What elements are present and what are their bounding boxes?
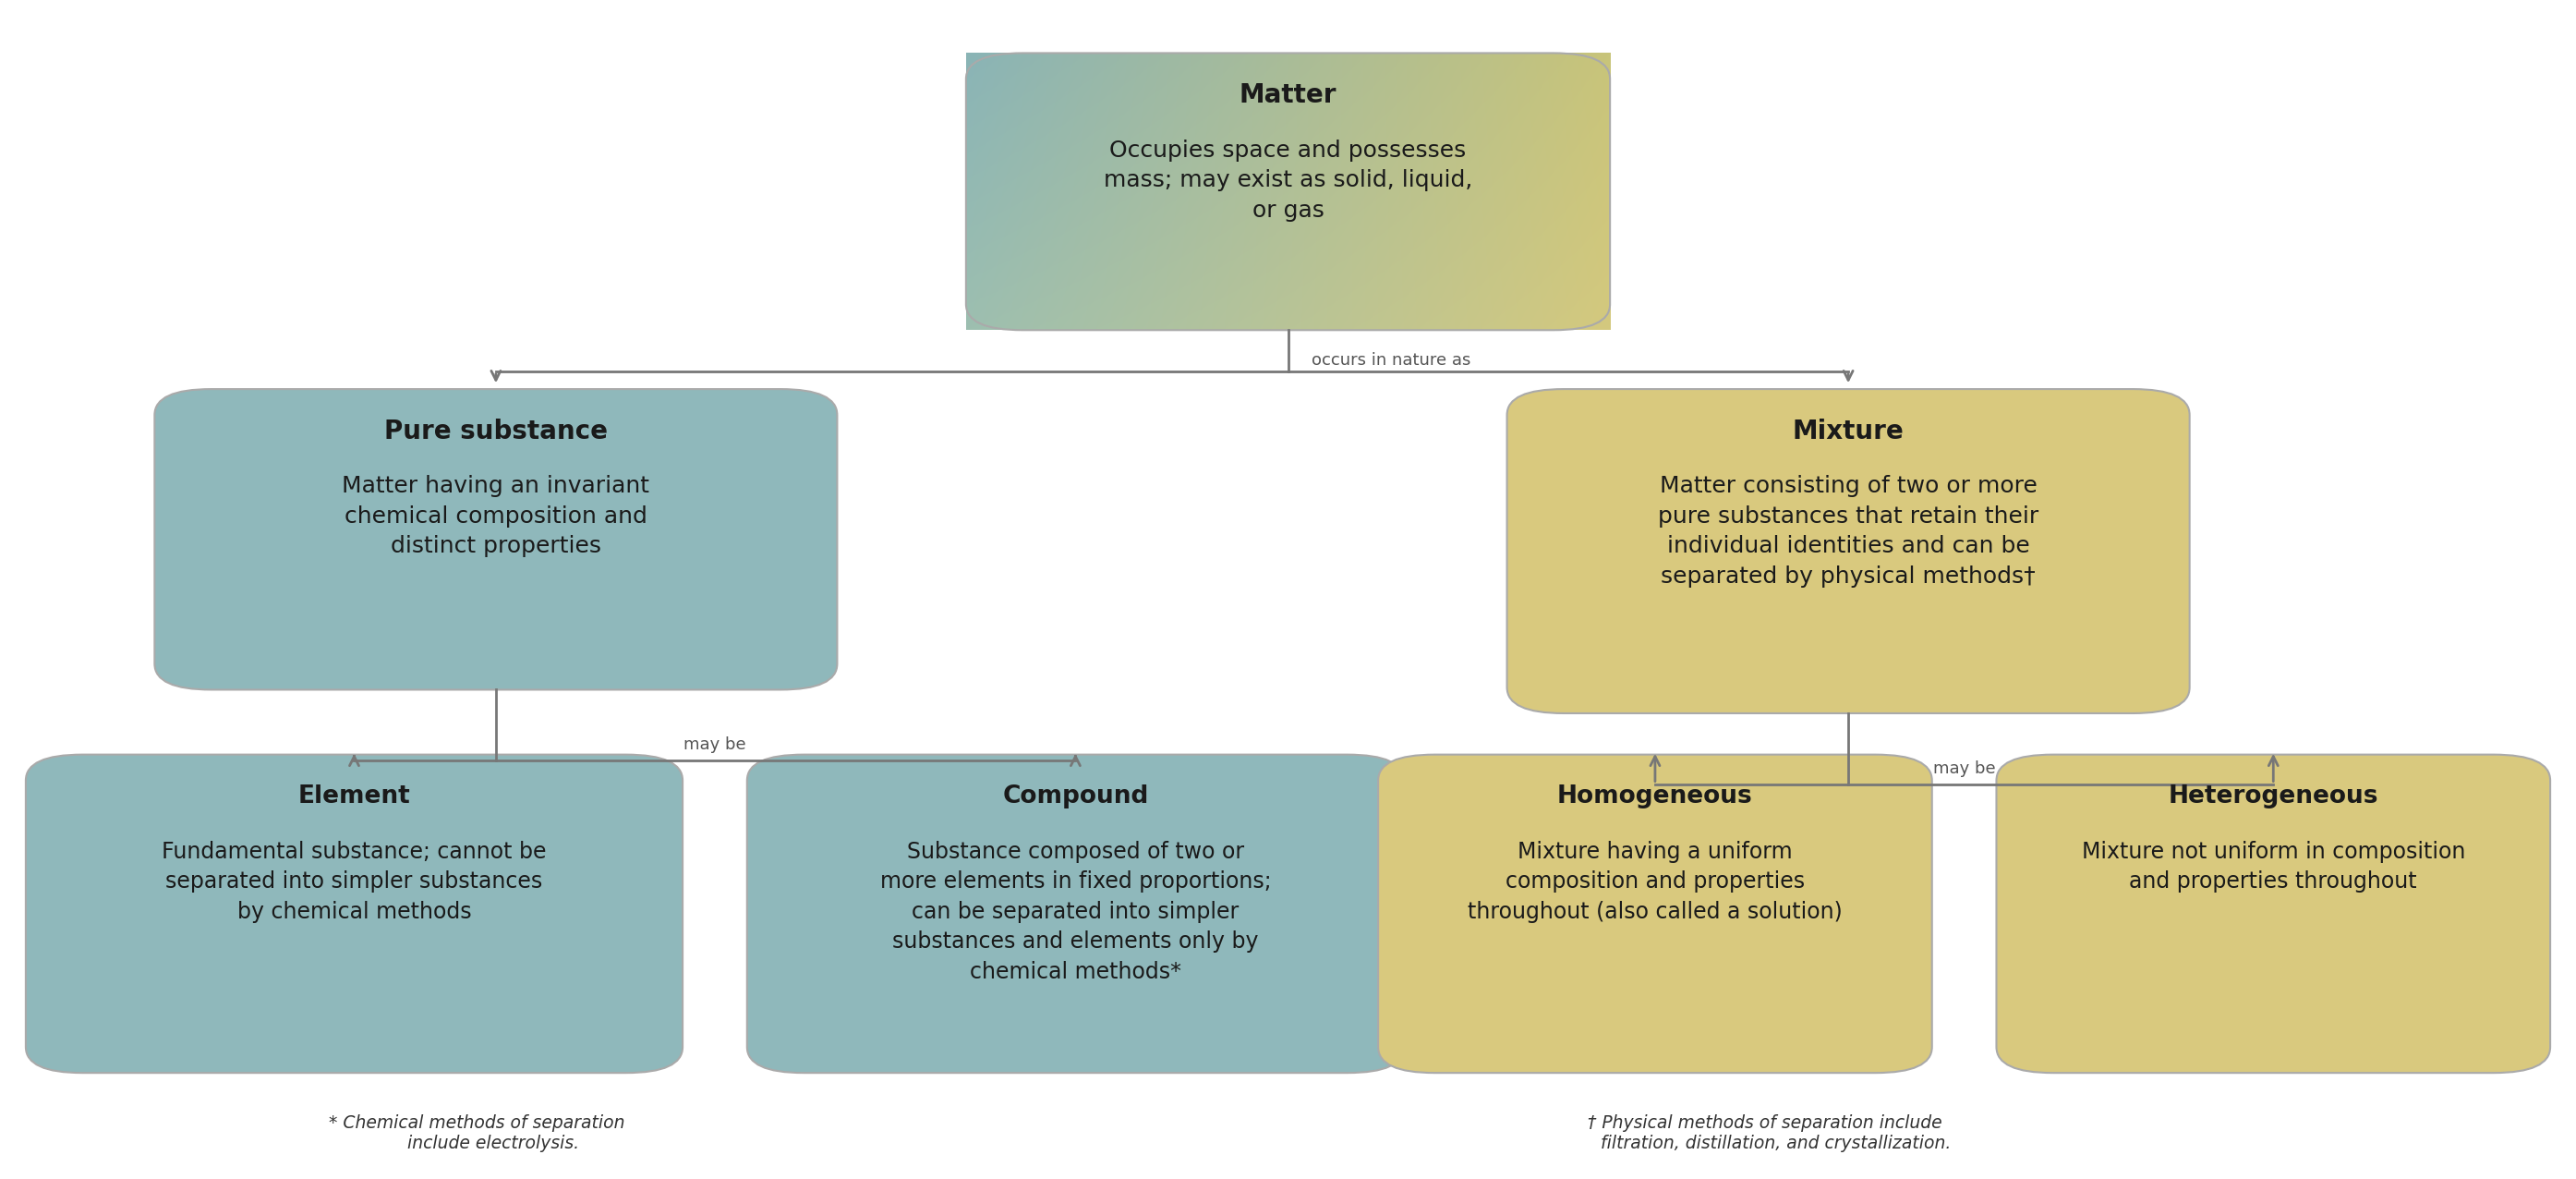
Text: † Physical methods of separation include
    filtration, distillation, and cryst: † Physical methods of separation include… (1579, 1114, 1950, 1152)
Text: Homogeneous: Homogeneous (1558, 784, 1752, 808)
Text: occurs in nature as: occurs in nature as (1311, 353, 1471, 369)
FancyBboxPatch shape (155, 389, 837, 690)
FancyBboxPatch shape (26, 755, 683, 1073)
Text: Matter having an invariant
chemical composition and
distinct properties: Matter having an invariant chemical comp… (343, 475, 649, 558)
Text: Mixture: Mixture (1793, 419, 1904, 444)
Text: Substance composed of two or
more elements in fixed proportions;
can be separate: Substance composed of two or more elemen… (881, 841, 1270, 983)
Text: Mixture not uniform in composition
and properties throughout: Mixture not uniform in composition and p… (2081, 841, 2465, 893)
FancyBboxPatch shape (747, 755, 1404, 1073)
FancyBboxPatch shape (1507, 389, 2190, 713)
Text: Heterogeneous: Heterogeneous (2169, 784, 2378, 808)
FancyBboxPatch shape (1996, 755, 2550, 1073)
Text: Compound: Compound (1002, 784, 1149, 808)
Text: Element: Element (299, 784, 410, 808)
Text: * Chemical methods of separation
      include electrolysis.: * Chemical methods of separation include… (330, 1114, 623, 1152)
Text: Matter consisting of two or more
pure substances that retain their
individual id: Matter consisting of two or more pure su… (1659, 475, 2038, 587)
Text: Pure substance: Pure substance (384, 419, 608, 444)
Text: may be: may be (1932, 760, 1996, 777)
Text: Mixture having a uniform
composition and properties
throughout (also called a so: Mixture having a uniform composition and… (1468, 841, 1842, 923)
Text: Matter: Matter (1239, 83, 1337, 108)
Text: may be: may be (683, 737, 747, 753)
Text: Fundamental substance; cannot be
separated into simpler substances
by chemical m: Fundamental substance; cannot be separat… (162, 841, 546, 923)
FancyBboxPatch shape (1378, 755, 1932, 1073)
Text: Occupies space and possesses
mass; may exist as solid, liquid,
or gas: Occupies space and possesses mass; may e… (1103, 139, 1473, 222)
